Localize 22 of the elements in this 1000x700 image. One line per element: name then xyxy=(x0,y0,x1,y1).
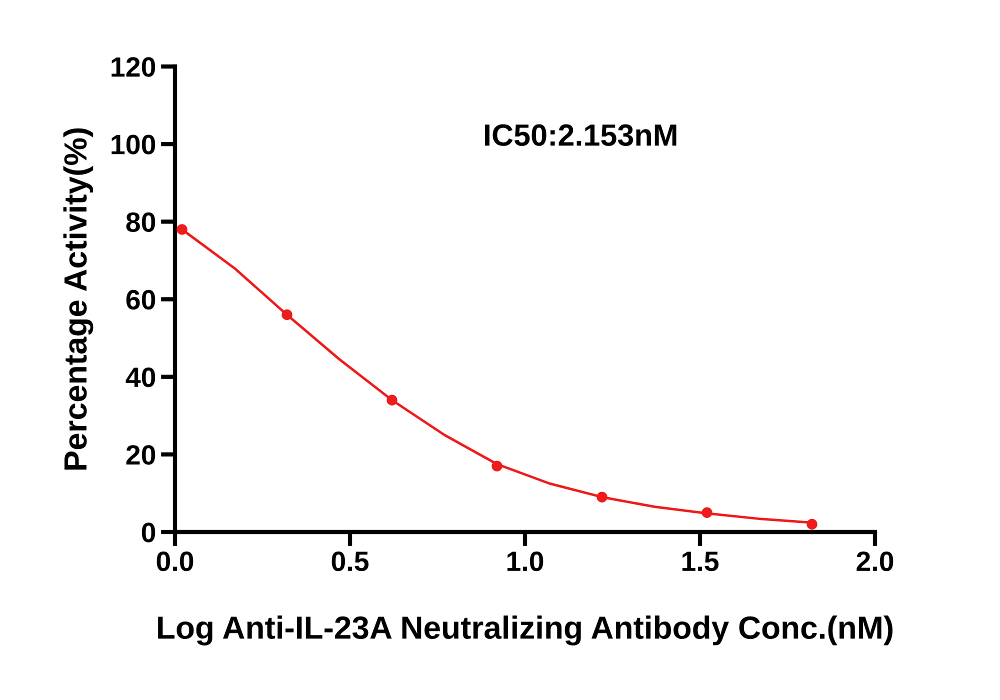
annotation: IC50:2.153nM xyxy=(485,124,676,146)
x-tick-label: 1.0 xyxy=(507,551,544,572)
point xyxy=(492,460,502,472)
x-tick-label: 0.5 xyxy=(332,551,369,572)
y-tick-label: 80 xyxy=(126,212,156,232)
y-tick-label: 120 xyxy=(112,57,156,77)
x-tick-label: 2.0 xyxy=(856,551,894,572)
x-tick-label: 0.0 xyxy=(156,551,194,572)
point xyxy=(386,394,398,406)
y-tick-label: 0 xyxy=(142,522,156,542)
point xyxy=(806,518,818,530)
y-axis-title: Percentage Activity(%) xyxy=(63,128,94,470)
x-tick-label: 1.5 xyxy=(682,552,719,572)
y-tick-label: 60 xyxy=(126,290,156,310)
point xyxy=(702,507,712,518)
y-tick-label: 40 xyxy=(126,368,156,388)
point xyxy=(596,492,608,502)
y-tick-label: 100 xyxy=(112,134,156,154)
y-tick-label: 20 xyxy=(126,445,156,465)
point xyxy=(176,224,188,235)
x-axis-title: Log Anti-IL-23A Neutralizing Antibody Conc.(nM) xyxy=(158,616,893,646)
point xyxy=(282,309,292,320)
